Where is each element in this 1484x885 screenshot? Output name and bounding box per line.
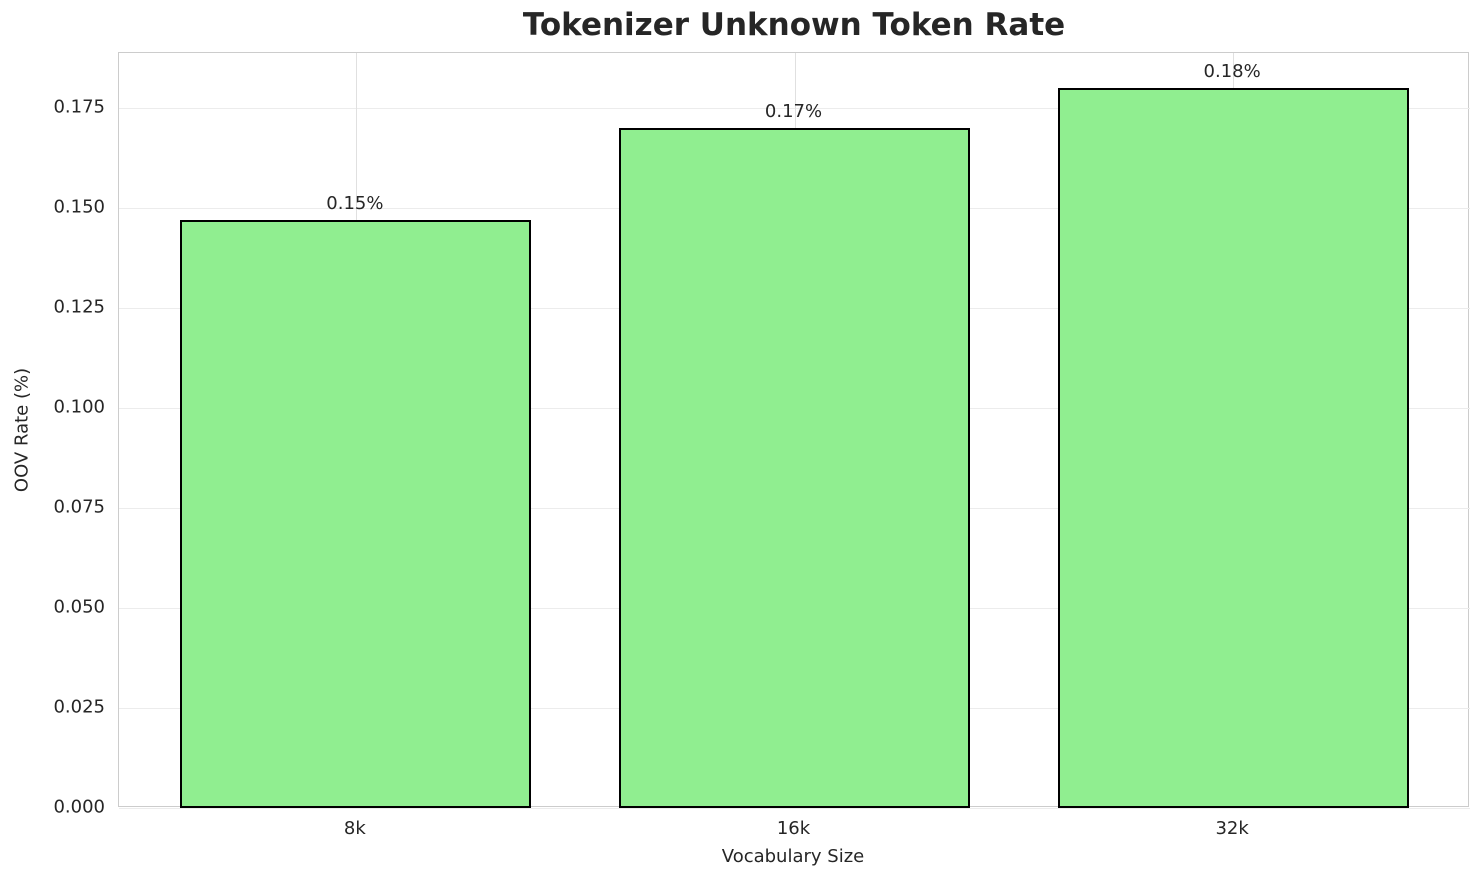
bar-value-label: 0.18% bbox=[1203, 61, 1261, 82]
bar-value-label: 0.17% bbox=[764, 101, 823, 122]
bar bbox=[1057, 88, 1409, 808]
y-tick-label: 0.025 bbox=[53, 696, 105, 718]
x-tick-label: 32k bbox=[1215, 818, 1249, 839]
y-tick-label: 0.000 bbox=[53, 796, 105, 818]
y-gridline bbox=[119, 808, 1470, 809]
x-tick-label: 16k bbox=[776, 818, 811, 839]
chart-title: Tokenizer Unknown Token Rate bbox=[522, 7, 1066, 43]
bar-value-label: 0.15% bbox=[326, 193, 384, 214]
y-axis-label: OOV Rate (%) bbox=[11, 367, 33, 493]
bar bbox=[180, 220, 532, 808]
y-tick-label: 0.150 bbox=[53, 196, 105, 218]
y-tick-label: 0.050 bbox=[53, 596, 105, 618]
x-tick-label: 8k bbox=[343, 818, 366, 839]
x-axis-label: Vocabulary Size bbox=[721, 846, 865, 867]
y-tick-label: 0.125 bbox=[53, 296, 105, 318]
y-tick-label: 0.175 bbox=[53, 96, 105, 118]
bar bbox=[619, 128, 970, 808]
y-tick-label: 0.100 bbox=[53, 396, 105, 418]
plot-area bbox=[118, 52, 1470, 809]
y-tick-label: 0.075 bbox=[53, 496, 105, 518]
